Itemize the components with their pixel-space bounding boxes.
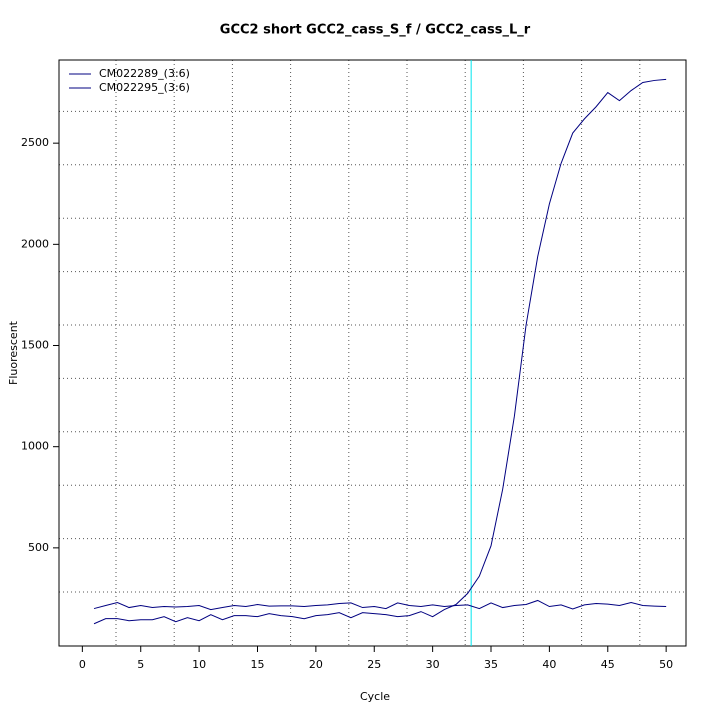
y-tick-label: 1000	[21, 440, 49, 453]
y-tick-label: 2000	[21, 237, 49, 250]
x-tick-label: 50	[659, 658, 673, 671]
y-axis-title: Fluorescent	[7, 320, 20, 385]
x-tick-label: 15	[250, 658, 264, 671]
x-tick-label: 40	[542, 658, 556, 671]
y-tick-label: 2500	[21, 136, 49, 149]
x-tick-label: 10	[192, 658, 206, 671]
legend-label: CM022289_(3:6)	[99, 67, 190, 80]
series-line	[93, 78, 667, 625]
x-tick-label: 45	[601, 658, 615, 671]
x-tick-label: 5	[137, 658, 144, 671]
plot-frame	[58, 59, 687, 647]
x-tick-label: 30	[426, 658, 440, 671]
x-tick-label: 35	[484, 658, 498, 671]
y-tick-label: 500	[28, 541, 49, 554]
series-line	[93, 599, 667, 611]
x-tick-label: 0	[79, 658, 86, 671]
x-tick-label: 20	[309, 658, 323, 671]
y-tick-label: 1500	[21, 339, 49, 352]
chart-title: GCC2 short GCC2_cass_S_f / GCC2_cass_L_r	[220, 23, 531, 38]
legend-label: CM022295_(3:6)	[99, 81, 190, 94]
x-axis-title: Cycle	[360, 690, 390, 703]
x-tick-label: 25	[367, 658, 381, 671]
